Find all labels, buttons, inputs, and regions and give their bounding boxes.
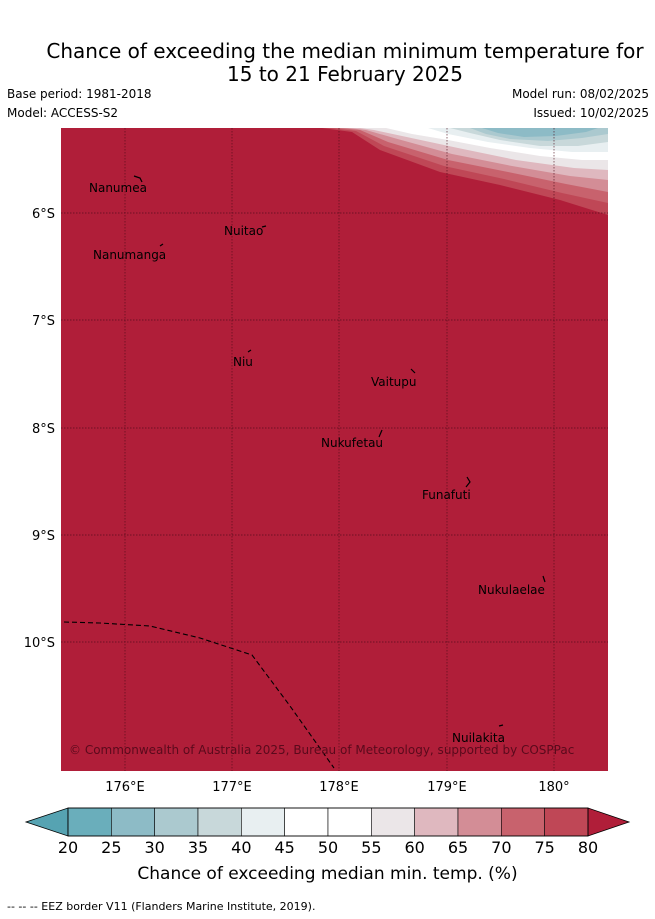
- title-line-2: 15 to 21 February 2025: [227, 62, 463, 86]
- lat-label-9: 9°S: [32, 529, 55, 544]
- island-shape-niu: [247, 349, 252, 353]
- island-label-nuitao: Nuitao: [224, 224, 263, 238]
- colorbar-tick-label: 55: [361, 838, 382, 857]
- map-panel: [61, 128, 608, 771]
- contour-bands: [322, 128, 608, 215]
- lat-label-10: 10°S: [24, 636, 55, 651]
- island-label-nanumanga: Nanumanga: [93, 248, 166, 262]
- colorbar-tick-label: 30: [144, 838, 165, 857]
- island-label-funafuti: Funafuti: [422, 488, 471, 502]
- map-title: Chance of exceeding the median minimum t…: [0, 40, 655, 86]
- eez-footnote: -- -- -- EEZ border V11 (Flanders Marine…: [7, 900, 316, 913]
- lon-label-177: 177°E: [212, 780, 252, 795]
- issued-date: Issued: 10/02/2025: [533, 106, 649, 120]
- colorbar: [24, 807, 631, 837]
- island-shape-nuitao: [261, 225, 267, 228]
- lat-label-7: 7°S: [32, 314, 55, 329]
- colorbar-tick-label: 35: [187, 838, 209, 857]
- colorbar-cell: [111, 807, 155, 837]
- copyright-notice: © Commonwealth of Australia 2025, Bureau…: [69, 743, 574, 757]
- island-shape-nuilakita: [498, 724, 504, 727]
- island-shape-vaitupu: [410, 368, 416, 374]
- title-line-1: Chance of exceeding the median minimum t…: [46, 39, 644, 63]
- island-label-nanumea: Nanumea: [89, 181, 147, 195]
- colorbar-cell: [544, 807, 589, 837]
- colorbar-cell: [197, 807, 242, 837]
- base-period: Base period: 1981-2018: [7, 87, 152, 101]
- colorbar-low-extend: [24, 807, 69, 837]
- colorbar-tick-label: 45: [274, 838, 295, 857]
- island-shape-nanumea: [133, 175, 143, 183]
- lat-label-8: 8°S: [32, 422, 55, 437]
- island-label-niu: Niu: [233, 355, 253, 369]
- colorbar-cell: [414, 807, 459, 837]
- colorbar-tick-label: 75: [534, 838, 555, 857]
- model-run: Model run: 08/02/2025: [511, 87, 649, 101]
- colorbar-tick-label: 20: [57, 838, 79, 857]
- island-labels: Nanumea Nuitao Nanumanga Niu Vaitupu Nuk…: [89, 181, 545, 745]
- colorbar-cell: [154, 807, 199, 837]
- colorbar-cell: [327, 807, 372, 837]
- lat-axis: 6°S 7°S 8°S 9°S 10°S: [24, 207, 55, 651]
- graticule: [61, 128, 608, 771]
- colorbar-frame: [67, 807, 589, 837]
- colorbar-cell: [284, 807, 329, 837]
- colorbar-cells: [67, 807, 589, 837]
- island-label-vaitupu: Vaitupu: [371, 375, 417, 389]
- island-label-nukufetau: Nukufetau: [321, 436, 383, 450]
- colorbar-cell: [501, 807, 545, 837]
- lon-axis: 176°E 177°E 178°E 179°E 180°: [105, 780, 569, 795]
- island-shape-nukufetau: [378, 429, 383, 438]
- contour-band-25: [482, 128, 598, 137]
- island-shape-nanumanga: [159, 243, 164, 247]
- colorbar-tick-label: 40: [231, 838, 252, 857]
- colorbar-tick-label: 65: [447, 838, 469, 857]
- lat-label-6: 6°S: [32, 207, 55, 222]
- lon-label-180: 180°: [538, 780, 569, 795]
- island-shape-nukulaelae: [542, 575, 546, 583]
- colorbar-cell: [241, 807, 285, 837]
- island-shape-funafuti: [465, 476, 471, 488]
- island-label-nukulaelae: Nukulaelae: [478, 583, 545, 597]
- lon-label-178: 178°E: [319, 780, 359, 795]
- eez-border: [63, 621, 335, 769]
- colorbar-cell: [457, 807, 502, 837]
- island-shapes: [133, 175, 546, 727]
- island-label-nuilakita: Nuilakita: [452, 731, 505, 745]
- model-name: Model: ACCESS-S2: [7, 106, 119, 120]
- colorbar-cell: [67, 807, 112, 837]
- colorbar-tick-label: 50: [317, 838, 339, 857]
- colorbar-high-extend: [587, 807, 631, 837]
- lon-label-179: 179°E: [427, 780, 467, 795]
- colorbar-tick-label: 25: [101, 838, 122, 857]
- colorbar-tick-label: 80: [577, 838, 599, 857]
- colorbar-title: Chance of exceeding median min. temp. (%…: [137, 864, 518, 884]
- colorbar-cell: [371, 807, 415, 837]
- lon-label-176: 176°E: [105, 780, 145, 795]
- colorbar-tick-label: 60: [404, 838, 425, 857]
- colorbar-tick-label: 70: [491, 838, 512, 857]
